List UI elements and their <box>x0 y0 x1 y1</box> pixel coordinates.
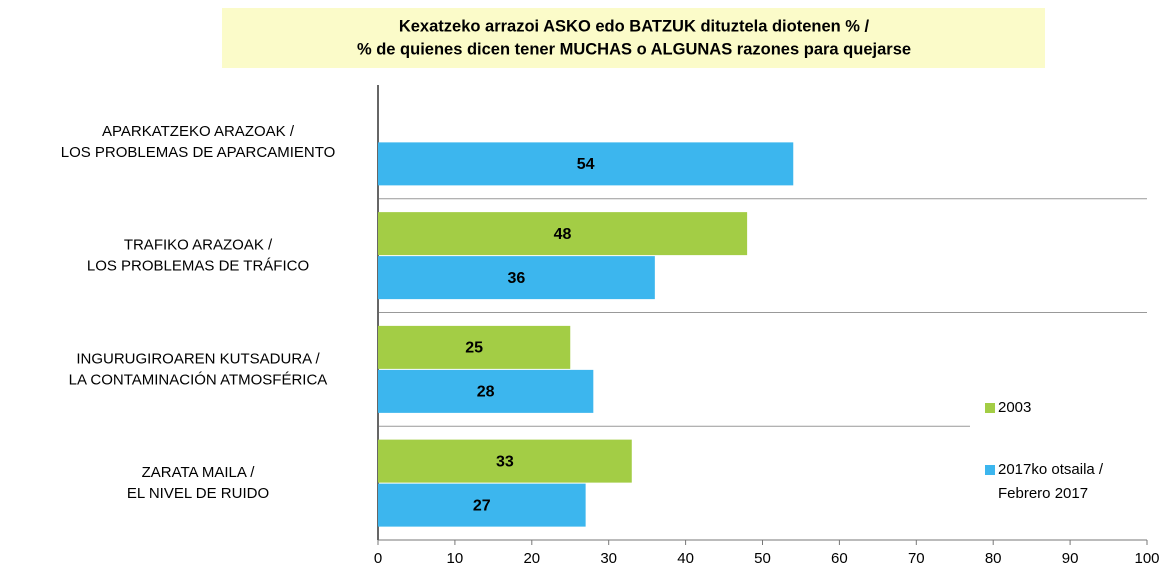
data-label: 33 <box>496 453 514 470</box>
x-tick-label: 80 <box>985 550 1002 567</box>
x-tick-label: 70 <box>908 550 925 567</box>
x-tick-label: 10 <box>447 550 464 567</box>
chart-title: Kexatzeko arrazoi ASKO edo BATZUK dituzt… <box>399 17 870 35</box>
x-tick-label: 0 <box>374 550 382 567</box>
y-tick-label: ZARATA MAILA / <box>142 464 256 481</box>
y-tick-label: APARKATZEKO ARAZOAK / <box>102 123 295 140</box>
legend-swatch <box>985 403 995 413</box>
x-tick-label: 30 <box>600 550 617 567</box>
y-tick-label: TRAFIKO ARAZOAK / <box>124 237 273 254</box>
legend-label: 2017ko otsaila / <box>998 461 1104 478</box>
y-tick-label: EL NIVEL DE RUIDO <box>127 485 269 502</box>
title-box <box>222 8 1045 68</box>
bar <box>378 439 632 483</box>
x-tick-label: 60 <box>831 550 848 567</box>
data-label: 25 <box>465 340 483 357</box>
x-tick-label: 20 <box>523 550 540 567</box>
data-label: 54 <box>577 156 595 173</box>
y-tick-label: LOS PROBLEMAS DE TRÁFICO <box>87 258 309 275</box>
y-tick-label: INGURUGIROAREN KUTSADURA / <box>76 350 320 367</box>
data-label: 36 <box>508 270 526 287</box>
data-label: 48 <box>554 226 572 243</box>
bar <box>378 483 586 527</box>
y-tick-label: LA CONTAMINACIÓN ATMOSFÉRICA <box>69 371 328 388</box>
bar <box>378 142 794 186</box>
x-tick-label: 100 <box>1134 550 1159 567</box>
bar <box>378 212 748 256</box>
bar <box>378 325 571 369</box>
bar <box>378 369 594 413</box>
legend-label: 2003 <box>998 399 1031 416</box>
x-tick-label: 40 <box>677 550 694 567</box>
legend-swatch <box>985 465 995 475</box>
data-label: 27 <box>473 497 491 514</box>
y-tick-label: LOS PROBLEMAS DE APARCAMIENTO <box>61 144 336 161</box>
chart-title: % de quienes dicen tener MUCHAS o ALGUNA… <box>357 40 911 58</box>
legend-label: Febrero 2017 <box>998 485 1088 502</box>
bar <box>378 256 655 300</box>
x-tick-label: 50 <box>754 550 771 567</box>
data-label: 28 <box>477 384 495 401</box>
x-tick-label: 90 <box>1062 550 1079 567</box>
